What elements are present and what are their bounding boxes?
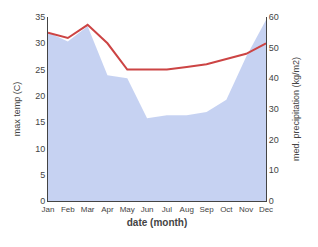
- svg-text:Feb: Feb: [61, 205, 75, 214]
- svg-text:Dec: Dec: [259, 205, 273, 214]
- svg-text:60: 60: [269, 12, 279, 22]
- svg-text:Jul: Jul: [162, 205, 172, 214]
- svg-text:Sep: Sep: [199, 205, 214, 214]
- svg-text:max temp (C): max temp (C): [12, 82, 22, 137]
- svg-text:35: 35: [35, 12, 45, 22]
- svg-text:date (month): date (month): [127, 217, 188, 228]
- svg-text:20: 20: [35, 91, 45, 101]
- svg-text:Jun: Jun: [141, 205, 154, 214]
- svg-text:Nov: Nov: [239, 205, 253, 214]
- svg-text:50: 50: [269, 43, 279, 53]
- svg-text:Aug: Aug: [180, 205, 194, 214]
- svg-text:0: 0: [269, 196, 274, 206]
- svg-text:10: 10: [269, 165, 279, 175]
- svg-text:10: 10: [35, 144, 45, 154]
- svg-text:40: 40: [269, 73, 279, 83]
- svg-text:0: 0: [40, 196, 45, 206]
- svg-text:med. precipitation (kg/m2): med. precipitation (kg/m2): [291, 57, 301, 161]
- svg-text:May: May: [120, 205, 135, 214]
- svg-text:Jan: Jan: [42, 205, 55, 214]
- svg-text:Oct: Oct: [220, 205, 233, 214]
- svg-text:Mar: Mar: [81, 205, 95, 214]
- svg-text:30: 30: [35, 38, 45, 48]
- svg-text:30: 30: [269, 104, 279, 114]
- svg-text:5: 5: [40, 170, 45, 180]
- svg-text:15: 15: [35, 117, 45, 127]
- svg-text:25: 25: [35, 65, 45, 75]
- svg-text:20: 20: [269, 135, 279, 145]
- svg-text:Apr: Apr: [101, 205, 114, 214]
